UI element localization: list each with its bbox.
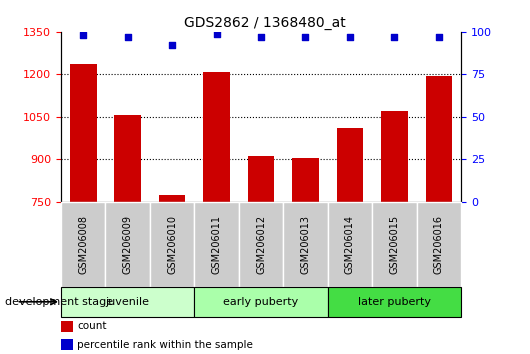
Bar	[248, 156, 275, 202]
Text: GSM206015: GSM206015	[390, 215, 400, 274]
Point	[346, 34, 354, 40]
Point	[168, 42, 176, 48]
Bar	[337, 127, 363, 202]
Bar	[61, 321, 73, 332]
Text: juvenile: juvenile	[105, 297, 149, 307]
Bar	[61, 202, 105, 287]
Bar	[150, 202, 195, 287]
Bar	[195, 202, 239, 287]
Point	[435, 34, 443, 40]
Bar	[381, 111, 408, 202]
Bar	[426, 76, 452, 202]
Bar	[328, 287, 461, 317]
Bar	[283, 202, 328, 287]
Point	[257, 34, 266, 40]
Text: GSM206014: GSM206014	[345, 215, 355, 274]
Text: early puberty: early puberty	[224, 297, 298, 307]
Bar	[195, 287, 328, 317]
Text: GSM206012: GSM206012	[256, 215, 266, 274]
Text: GSM206016: GSM206016	[434, 215, 444, 274]
Bar	[292, 158, 319, 202]
Bar	[105, 202, 150, 287]
Bar	[114, 115, 141, 202]
Text: count: count	[77, 321, 107, 331]
Text: GSM206008: GSM206008	[78, 215, 88, 274]
Text: GSM206010: GSM206010	[167, 215, 177, 274]
Bar	[70, 64, 96, 202]
Bar	[203, 72, 230, 202]
Text: GDS2862 / 1368480_at: GDS2862 / 1368480_at	[184, 16, 346, 30]
Text: development stage: development stage	[5, 297, 113, 307]
Point	[213, 31, 221, 36]
Bar	[61, 339, 73, 350]
Bar	[61, 287, 195, 317]
Text: GSM206011: GSM206011	[211, 215, 222, 274]
Text: GSM206013: GSM206013	[301, 215, 311, 274]
Text: later puberty: later puberty	[358, 297, 431, 307]
Bar	[328, 202, 372, 287]
Bar	[159, 195, 186, 202]
Bar	[372, 202, 417, 287]
Point	[390, 34, 399, 40]
Bar	[239, 202, 283, 287]
Point	[301, 34, 310, 40]
Text: GSM206009: GSM206009	[122, 215, 132, 274]
Text: percentile rank within the sample: percentile rank within the sample	[77, 340, 253, 350]
Point	[79, 33, 87, 38]
Bar	[417, 202, 461, 287]
Point	[123, 34, 132, 40]
